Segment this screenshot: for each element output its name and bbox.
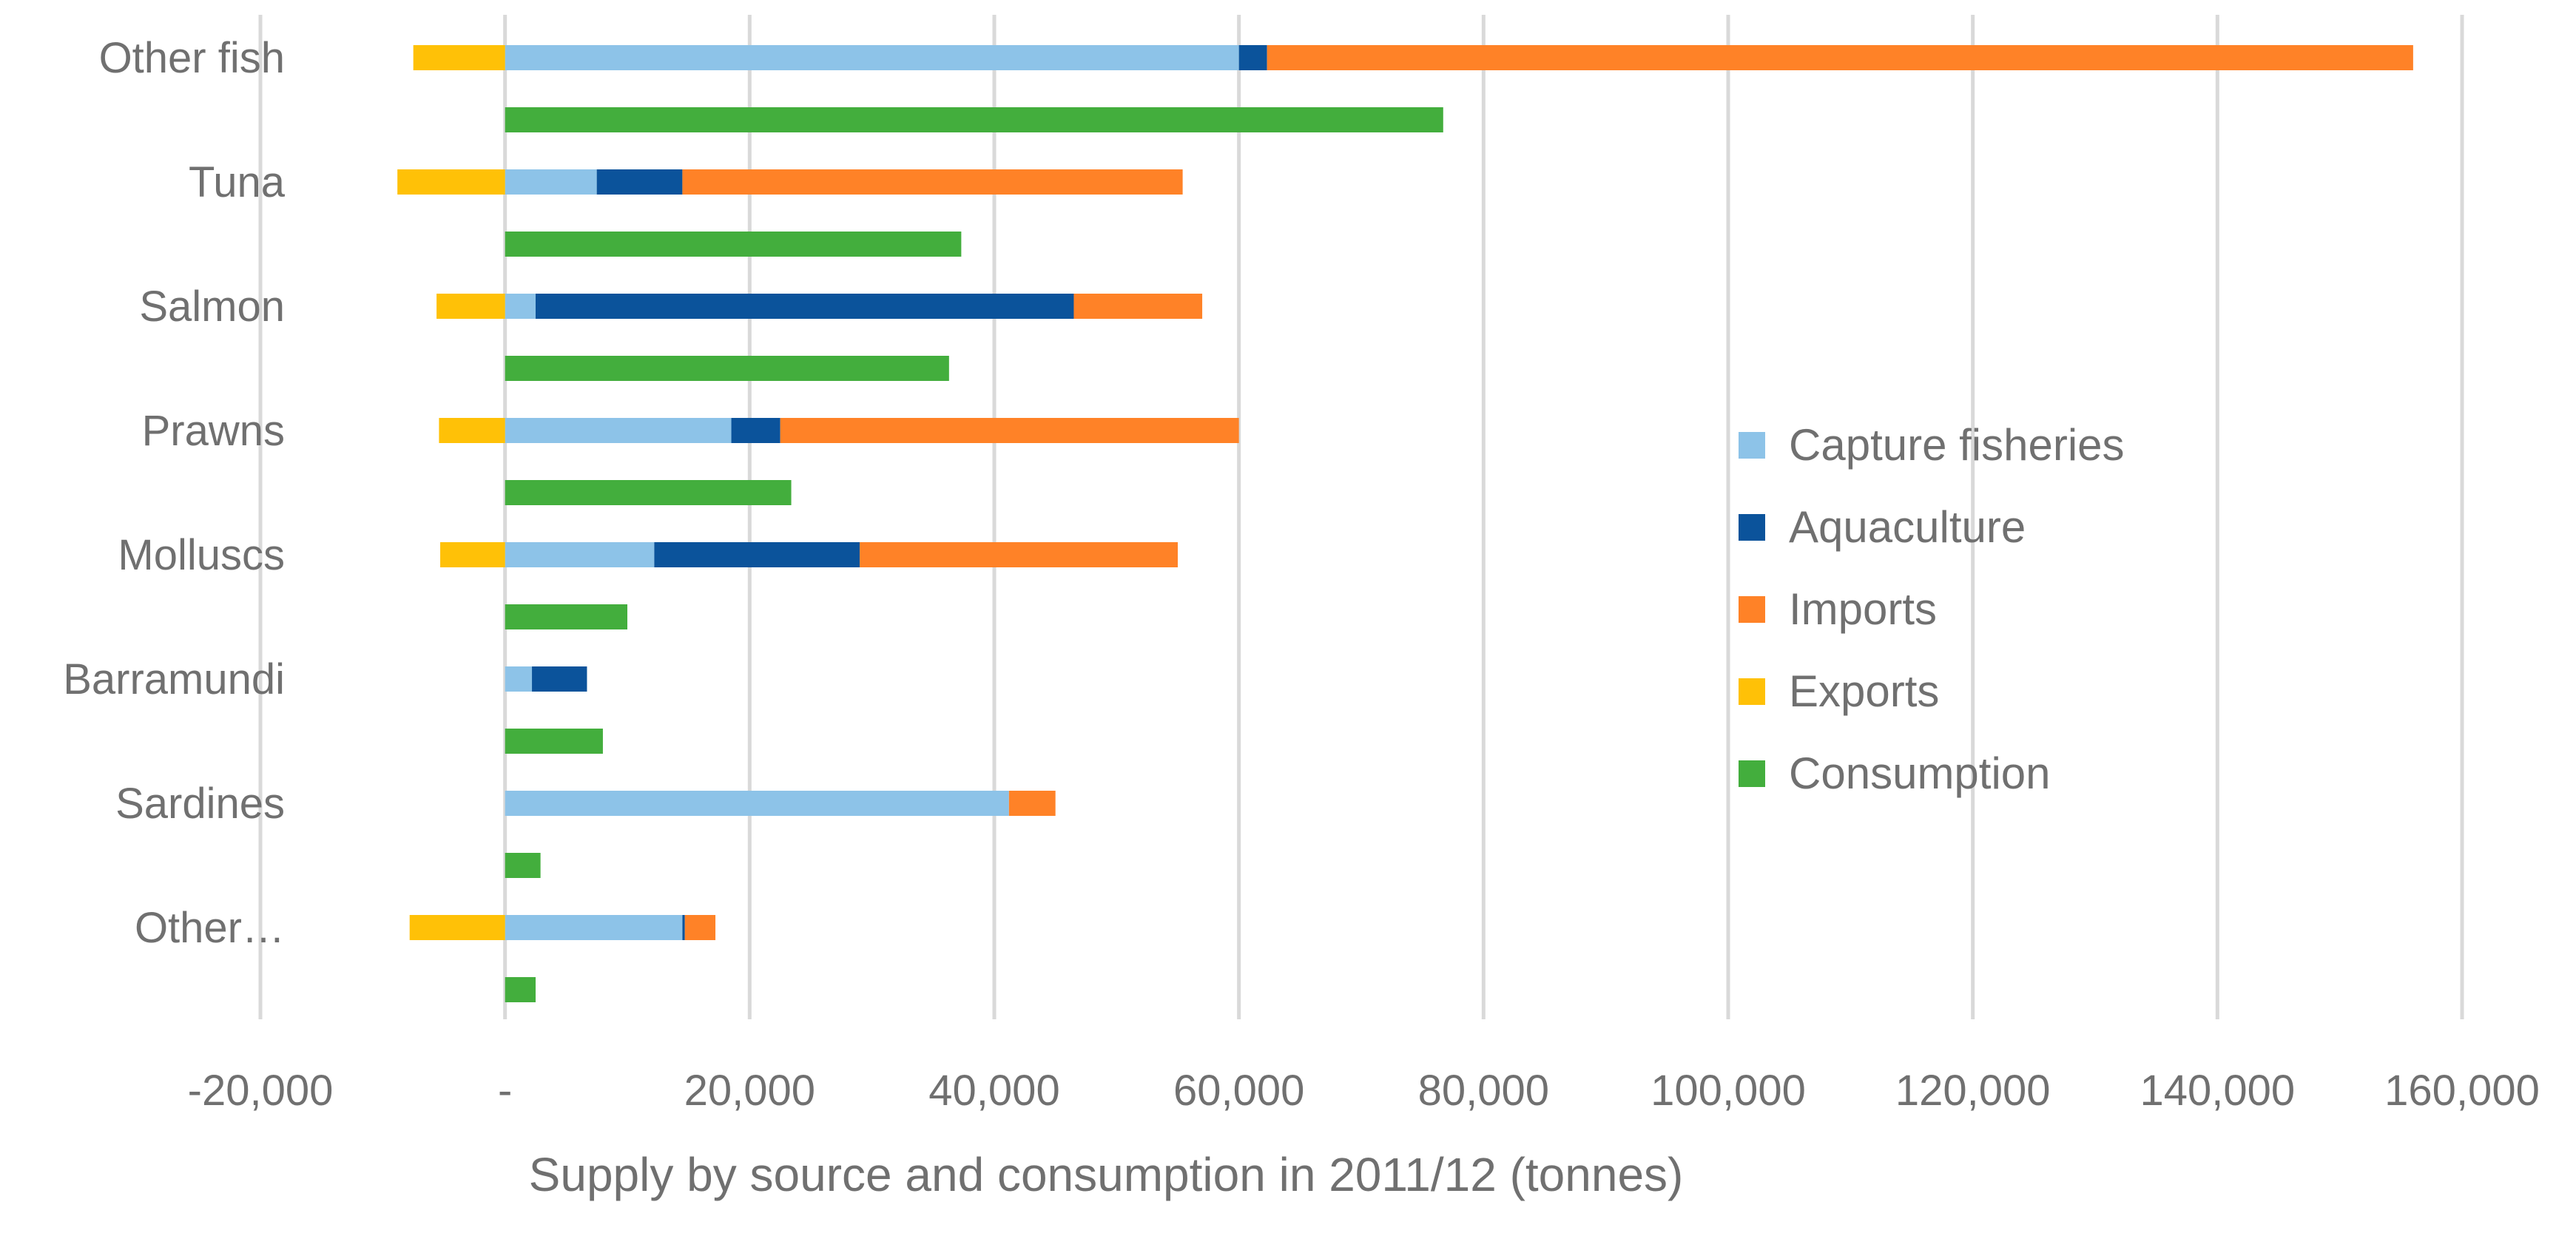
bar-exports <box>439 418 505 443</box>
bar-capture-fisheries <box>505 915 683 940</box>
bar-exports <box>397 169 505 195</box>
legend-label-aquaculture: Aquaculture <box>1789 502 2026 552</box>
bar-aquaculture <box>532 666 587 692</box>
legend-swatch-capture-fisheries <box>1739 432 1765 459</box>
bar-capture-fisheries <box>505 418 732 443</box>
bar-capture-fisheries <box>505 169 597 195</box>
bar-capture-fisheries <box>505 542 655 567</box>
category-label: Sardines <box>115 780 285 828</box>
bar-consumption <box>505 853 541 878</box>
bar-imports <box>1073 294 1203 319</box>
legend: Capture fisheries Aquaculture Imports Expor… <box>1739 420 2125 798</box>
category-label: Molluscs <box>118 531 285 579</box>
bar-exports <box>413 45 505 70</box>
bar-aquaculture <box>654 542 860 567</box>
category-labels: Other fish Tuna Salmon Prawns Molluscs Barram… <box>63 34 286 952</box>
category-label: Other fish <box>99 34 285 82</box>
bars <box>397 45 2413 1002</box>
legend-label-exports: Exports <box>1789 666 1939 716</box>
bar-imports <box>682 169 1183 195</box>
x-tick-label: 120,000 <box>1895 1067 2051 1115</box>
legend-swatch-consumption <box>1739 760 1765 787</box>
bar-aquaculture <box>682 915 685 940</box>
x-tick-label: 60,000 <box>1173 1067 1304 1115</box>
x-tick-label: 40,000 <box>928 1067 1059 1115</box>
bar-aquaculture <box>536 294 1074 319</box>
bar-aquaculture <box>596 169 683 195</box>
x-tick-label: -20,000 <box>188 1067 334 1115</box>
bar-exports <box>436 294 505 319</box>
category-label: Other… <box>135 904 285 952</box>
bar-exports <box>440 542 505 567</box>
x-tick-label: 100,000 <box>1651 1067 1806 1115</box>
legend-swatch-aquaculture <box>1739 514 1765 541</box>
legend-label-capture-fisheries: Capture fisheries <box>1789 420 2125 470</box>
bar-capture-fisheries <box>505 791 1009 816</box>
bar-aquaculture <box>731 418 780 443</box>
bar-aquaculture <box>1238 45 1267 70</box>
bar-exports <box>409 915 505 940</box>
legend-label-consumption: Consumption <box>1789 749 2051 798</box>
category-label: Barramundi <box>63 655 285 703</box>
x-tick-label: 80,000 <box>1418 1067 1549 1115</box>
bar-imports <box>684 915 716 940</box>
bar-consumption <box>505 604 627 629</box>
bar-consumption <box>505 356 949 381</box>
category-label: Tuna <box>189 158 286 206</box>
bar-capture-fisheries <box>505 45 1239 70</box>
x-tick-label: 140,000 <box>2140 1067 2296 1115</box>
bar-consumption <box>505 977 536 1002</box>
bar-imports <box>1008 791 1056 816</box>
x-tick-label: 160,000 <box>2384 1067 2540 1115</box>
category-label: Salmon <box>139 283 285 331</box>
legend-swatch-imports <box>1739 596 1765 623</box>
bar-consumption <box>505 107 1443 132</box>
bar-consumption <box>505 729 603 754</box>
bar-consumption <box>505 480 792 505</box>
x-axis-title: Supply by source and consumption in 2011… <box>529 1148 1684 1201</box>
legend-swatch-exports <box>1739 678 1765 705</box>
x-tick-label: 20,000 <box>684 1067 815 1115</box>
bar-imports <box>860 542 1178 567</box>
bar-imports <box>1267 45 2413 70</box>
gridlines <box>258 15 2464 1019</box>
bar-capture-fisheries <box>505 666 533 692</box>
bar-imports <box>780 418 1239 443</box>
bar-capture-fisheries <box>505 294 536 319</box>
legend-label-imports: Imports <box>1789 584 1937 634</box>
bar-consumption <box>505 232 962 257</box>
category-label: Prawns <box>142 407 285 455</box>
x-tick-labels: -20,000-20,000 40,000 60,000 80,000 100,000 1… <box>188 1067 2540 1115</box>
x-tick-label: - <box>498 1067 512 1115</box>
